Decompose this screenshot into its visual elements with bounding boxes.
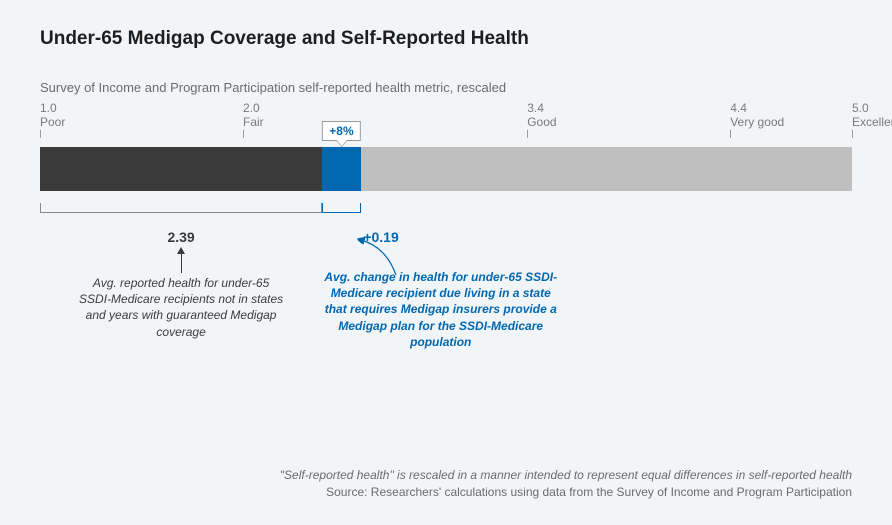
scale-tick: 2.0Fair [243,101,264,130]
page-title: Under-65 Medigap Coverage and Self-Repor… [40,28,852,50]
bracket-row [40,203,852,229]
chart-subtitle: Survey of Income and Program Participati… [40,80,852,95]
arrow-grey [181,253,182,273]
scale-tick: 3.4Good [527,101,556,130]
scale-tick: 1.0Poor [40,101,65,130]
bracket-base [40,203,322,213]
footnote-line2: Source: Researchers' calculations using … [40,484,852,501]
bracket-delta [322,203,361,213]
bar-track: +8% [40,147,852,191]
chart: 1.0Poor2.0Fair3.4Good4.4Very good5.0Exce… [40,101,852,331]
scale-tick: 5.0Excellent [852,101,892,130]
bar-blue-segment [322,147,361,191]
annotation-delta: Avg. change in health for under-65 SSDI-… [321,269,561,350]
annotation-base: Avg. reported health for under-65 SSDI-M… [76,275,286,340]
footnote: "Self-reported health" is rescaled in a … [40,467,852,501]
footnote-line1: "Self-reported health" is rescaled in a … [40,467,852,484]
callout-badge: +8% [322,121,360,141]
scale-row: 1.0Poor2.0Fair3.4Good4.4Very good5.0Exce… [40,101,852,139]
value-base: 2.39 [167,229,194,245]
value-row: 2.39 +0.19 [40,229,852,249]
scale-tick: 4.4Very good [730,101,784,130]
arrowhead-grey [177,247,185,254]
bar-dark-segment [40,147,322,191]
